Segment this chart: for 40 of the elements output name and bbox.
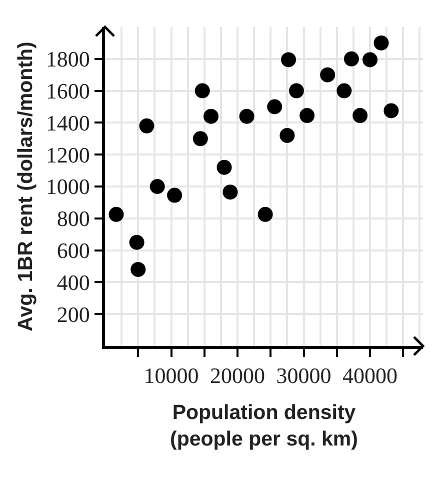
x-tick-label: 30000 <box>276 363 332 388</box>
y-axis-title: Avg. 1BR rent (dollars/month) <box>14 42 38 332</box>
point <box>258 206 273 222</box>
point <box>280 128 295 143</box>
point <box>167 188 182 203</box>
point <box>130 262 146 277</box>
point <box>362 52 378 68</box>
point <box>267 99 282 114</box>
y-tick-label: 600 <box>56 238 90 263</box>
y-tick-label: 1200 <box>46 142 90 168</box>
point <box>374 35 389 50</box>
point <box>300 108 315 124</box>
y-tick-label: 1400 <box>46 110 90 136</box>
x-axis-title: Population density (people per sq. km) <box>170 401 358 451</box>
point <box>281 52 296 68</box>
point <box>336 83 352 98</box>
point <box>194 83 210 98</box>
y-tick-label: 400 <box>56 270 90 295</box>
point <box>192 131 208 146</box>
point <box>352 108 368 124</box>
y-tick-label: 800 <box>56 206 90 232</box>
point <box>216 160 232 175</box>
y-tick-label: 1000 <box>46 174 90 200</box>
y-tick-label: 1800 <box>46 46 90 72</box>
y-tick-label: 1600 <box>46 78 90 104</box>
x-tick-label: 20000 <box>210 363 265 388</box>
point <box>139 118 154 134</box>
point <box>384 103 399 118</box>
point <box>129 234 144 250</box>
point <box>222 184 238 200</box>
point <box>150 179 165 194</box>
x-tick-label: 10000 <box>144 363 199 388</box>
point <box>108 206 124 222</box>
point <box>239 108 254 124</box>
x-tick-label: 40000 <box>342 363 398 388</box>
y-tick-label: 200 <box>56 302 90 327</box>
point <box>344 51 359 66</box>
point <box>204 108 218 124</box>
point <box>320 67 336 82</box>
point <box>288 83 304 98</box>
